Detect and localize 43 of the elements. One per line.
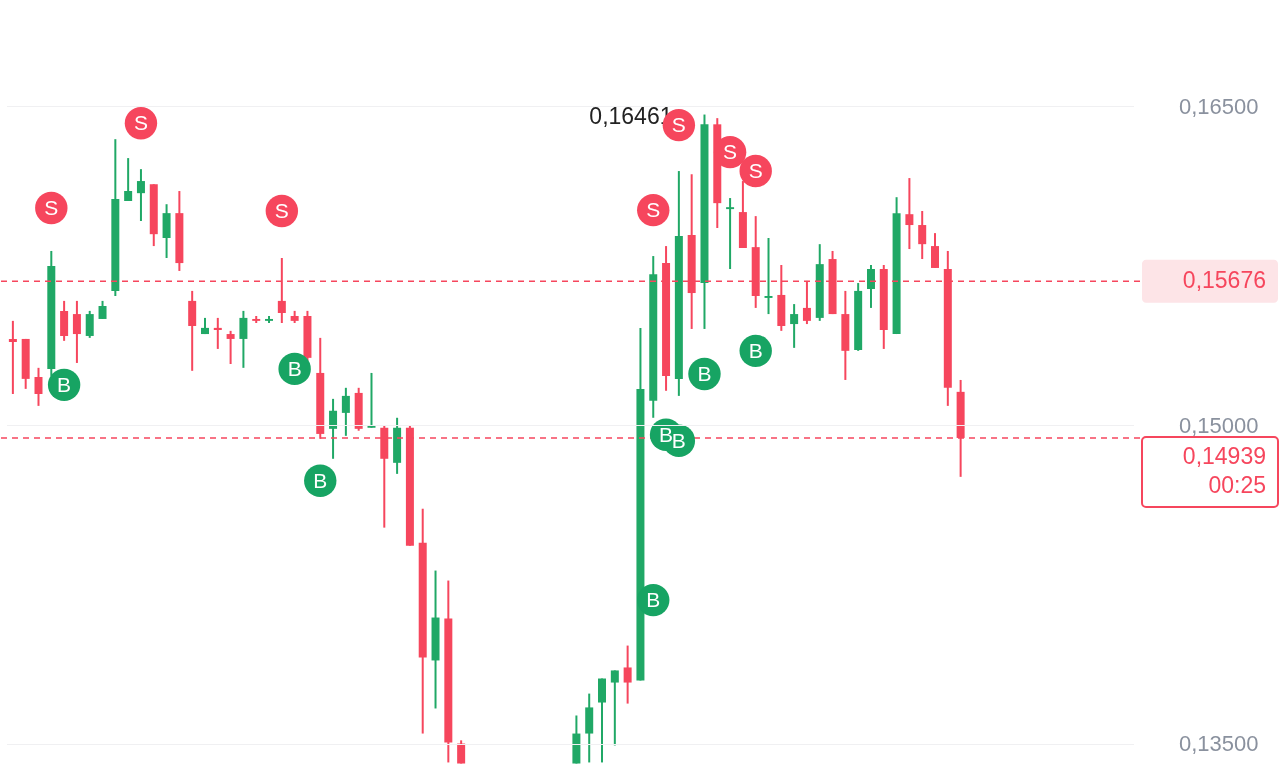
- candlestick: [918, 210, 927, 261]
- candlestick: [226, 329, 235, 366]
- candlestick: [239, 309, 248, 369]
- candlestick: [623, 644, 632, 705]
- data-label: B: [646, 588, 661, 612]
- candlestick: [213, 316, 222, 350]
- y-tick-label: 0,15000: [1178, 412, 1259, 438]
- data-label: S: [133, 111, 148, 135]
- candlestick: [764, 237, 773, 316]
- candlestick: [905, 177, 914, 251]
- candlestick: [726, 197, 735, 271]
- candlestick: [124, 157, 133, 203]
- data-label: S: [44, 196, 59, 220]
- candlestick: [341, 386, 350, 437]
- data-label: S: [723, 140, 738, 164]
- data-label: B: [57, 372, 72, 396]
- data-label: B: [671, 428, 686, 452]
- data-label: B: [313, 468, 328, 492]
- candlestick: [457, 739, 466, 765]
- candlestick: [610, 669, 619, 747]
- candlestick: [329, 397, 338, 460]
- candlestick: [8, 319, 17, 395]
- candlestick: [136, 168, 145, 222]
- candlestick: [85, 309, 94, 339]
- candlestick: [98, 299, 107, 320]
- candlestick: [866, 263, 875, 309]
- y-tick-label: 0,13500: [1178, 731, 1259, 757]
- candlestick: [34, 366, 43, 407]
- candlestick: [790, 303, 799, 349]
- data-label: B: [659, 422, 674, 446]
- data-label: B: [748, 338, 763, 362]
- data-label: S: [748, 159, 763, 183]
- candlestick: [367, 371, 376, 429]
- data-label: B: [697, 362, 712, 385]
- y-tick-label: 0,16500: [1178, 93, 1259, 119]
- data-label: S: [646, 198, 661, 222]
- ref-line-label: 0,14939 00:25: [1182, 443, 1266, 499]
- candlestick: [72, 299, 81, 364]
- data-label: B: [287, 356, 302, 380]
- candlestick: [931, 232, 940, 269]
- data-label: S: [274, 199, 289, 223]
- data-label: S: [671, 113, 686, 137]
- ref-line-label: 0,15676: [1182, 267, 1266, 294]
